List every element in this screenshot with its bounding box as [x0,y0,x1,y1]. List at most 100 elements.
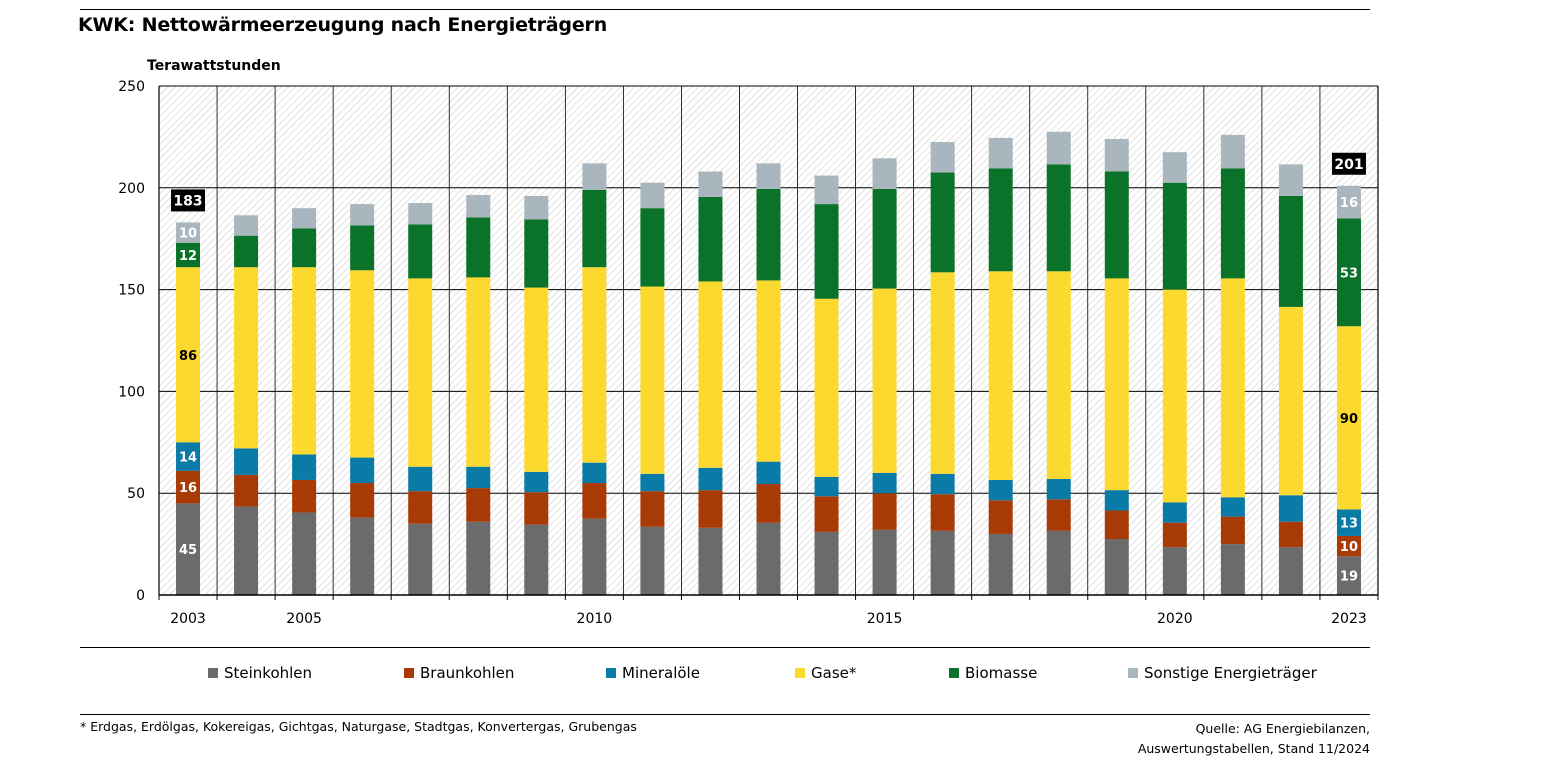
bar-segment [234,235,259,268]
y-tick-label: 150 [118,283,145,299]
bar-segment [1220,168,1245,279]
bar-segment [1220,278,1245,498]
bar-segment [872,493,897,530]
bar-segment [1220,134,1245,169]
y-tick-label: 200 [118,181,145,197]
data-label: 86 [179,349,197,364]
total-label: 201 [1334,157,1363,173]
y-tick-label: 100 [118,384,145,400]
data-label: 90 [1340,412,1358,427]
bar-segment [988,168,1013,272]
bar-segment [640,208,665,287]
bar-segment [1278,547,1303,595]
bar-segment [1336,326,1361,510]
bar-segment [524,219,549,288]
legend-top-rule [80,647,1370,648]
bar-segment [1046,530,1071,595]
bar-segment [1220,497,1245,517]
bar-segment [1220,516,1245,545]
bar-segment [756,163,781,189]
bar-segment [1336,535,1361,557]
legend-label: Braunkohlen [420,664,515,682]
bar-segment [408,491,433,524]
bar-segment [234,506,259,595]
x-tick-label: 2020 [1157,611,1193,627]
bar-segment [176,242,201,268]
bar-segment [756,280,781,462]
bar-segment [1336,185,1361,219]
y-tick-label: 250 [118,79,145,95]
bar-segment [176,222,201,243]
bar-segment [814,496,839,532]
bar-segment [1336,556,1361,595]
bar-segment [524,195,549,220]
bar-segment [930,473,955,495]
legend-label: Sonstige Energieträger [1144,664,1317,682]
bar-segment [640,526,665,595]
bar-segment [292,267,317,455]
legend-item: Mineralöle [606,664,700,682]
bar-segment [988,533,1013,595]
data-label: 53 [1340,266,1358,281]
bar-segment [872,472,897,494]
bar-segment [292,512,317,595]
bar-segment [292,479,317,513]
bar-segment [698,490,723,528]
legend-swatch [404,668,414,678]
bar-segment [1278,495,1303,522]
bar-segment [640,491,665,527]
bar-segment [930,530,955,595]
bar-segment [176,442,201,471]
bar-segment [176,503,201,595]
data-label: 19 [1340,570,1358,585]
bar-segment [1162,182,1187,290]
y-tick-label: 50 [127,486,145,502]
bar-segment [234,267,259,449]
legend-label: Mineralöle [622,664,700,682]
bar-segment [756,522,781,595]
bar-segment [988,137,1013,169]
data-label: 16 [179,481,197,496]
bar-segment [988,479,1013,501]
bar-segment [582,189,607,268]
bar-segment [814,204,839,299]
bar-segment [930,494,955,531]
bar-segment [1278,195,1303,307]
bar-segment [1104,510,1129,540]
bar-segment [698,196,723,282]
bar-segment [350,517,375,595]
bar-segment [408,523,433,595]
legend-item: Sonstige Energieträger [1128,664,1317,682]
legend-item: Gase* [795,664,856,682]
bar-segment [466,488,491,522]
bar-segment [756,188,781,281]
bar-segment [1278,521,1303,548]
bar-segment [640,182,665,209]
bar-segment [1162,522,1187,548]
bar-segment [524,524,549,595]
legend-swatch [949,668,959,678]
bar-segment [524,492,549,525]
bar-segment [350,457,375,484]
bar-segment [524,287,549,472]
bar-segment [466,521,491,595]
bar-segment [408,278,433,467]
bar-segment [466,466,491,489]
total-label-box [171,189,206,212]
bar-segment [1162,289,1187,503]
x-tick-label: 2023 [1331,611,1367,627]
bar-segment [292,454,317,480]
legend-item: Braunkohlen [404,664,514,682]
chart-title: KWK: Nettowärmeerzeugung nach Energieträ… [78,14,608,36]
footnote: * Erdgas, Erdölgas, Kokereigas, Gichtgas… [80,719,637,734]
legend-item: Steinkohlen [208,664,312,682]
bar-segment [930,141,955,173]
bar-segment [872,188,897,289]
bar-segment [1046,164,1071,272]
bar-segment [756,461,781,485]
bar-segment [698,171,723,197]
source-line-1: Quelle: AG Energiebilanzen, [1195,721,1370,736]
bar-segment [1278,306,1303,496]
bar-segment [1336,509,1361,536]
bar-segment [582,483,607,519]
